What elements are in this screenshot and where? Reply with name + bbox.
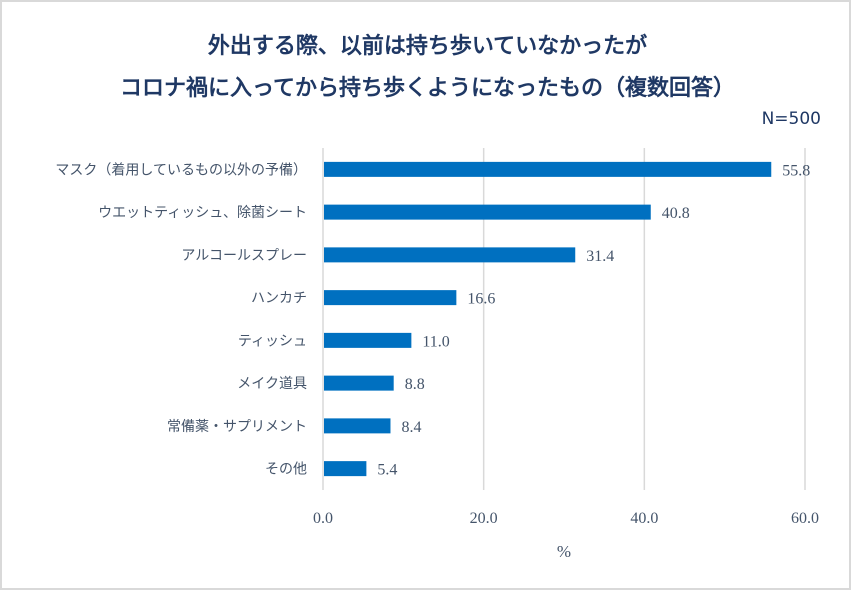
x-axis-label: % — [557, 542, 571, 561]
category-label: ハンカチ — [251, 292, 307, 307]
gridlines — [322, 148, 806, 490]
bar — [324, 204, 651, 220]
value-label: 40.8 — [662, 205, 690, 222]
chart-title-line-2: コロナ禍に入ってから持ち歩くようになったもの（複数回答） — [120, 76, 735, 101]
bar — [324, 375, 394, 391]
bar — [324, 418, 391, 434]
category-label: マスク（着用しているもの以外の予備） — [55, 162, 307, 178]
x-tick-label: 0.0 — [313, 510, 333, 527]
bars — [324, 161, 772, 477]
category-label: メイク道具 — [237, 376, 307, 392]
x-axis-tick-labels: 0.0 20.0 40.0 60.0 — [313, 510, 819, 527]
category-label: 常備薬・サプリメント — [167, 419, 307, 435]
category-label: その他 — [265, 462, 307, 478]
value-label: 8.4 — [401, 419, 421, 436]
x-tick-label: 40.0 — [630, 510, 658, 527]
x-tick-label: 60.0 — [791, 510, 819, 527]
category-label: ウエットティッシュ、除菌シート — [98, 205, 307, 221]
chart-title-line-1: 外出する際、以前は持ち歩いていなかったが — [207, 34, 648, 59]
bar — [324, 332, 412, 348]
x-tick-label: 20.0 — [470, 510, 498, 527]
value-label: 16.6 — [467, 291, 495, 308]
value-label: 5.4 — [377, 462, 397, 479]
value-label: 31.4 — [586, 248, 614, 265]
bar — [324, 247, 576, 263]
category-labels: マスク（着用しているもの以外の予備） ウエットティッシュ、除菌シートアルコールスプ… — [55, 162, 307, 477]
bar — [324, 161, 772, 177]
bar — [324, 461, 367, 477]
value-label: 11.0 — [422, 333, 449, 350]
category-label: ティッシュ — [238, 334, 307, 349]
value-labels: 55.8 40.8 31.4 16.6 11.0 8.8 8.4 5.4 — [377, 162, 810, 478]
sample-size-annotation: N=500 — [761, 109, 821, 129]
category-label: アルコールスプレー — [181, 248, 307, 264]
value-label: 55.8 — [782, 162, 810, 179]
bar — [324, 290, 457, 306]
value-label: 8.8 — [405, 376, 425, 393]
